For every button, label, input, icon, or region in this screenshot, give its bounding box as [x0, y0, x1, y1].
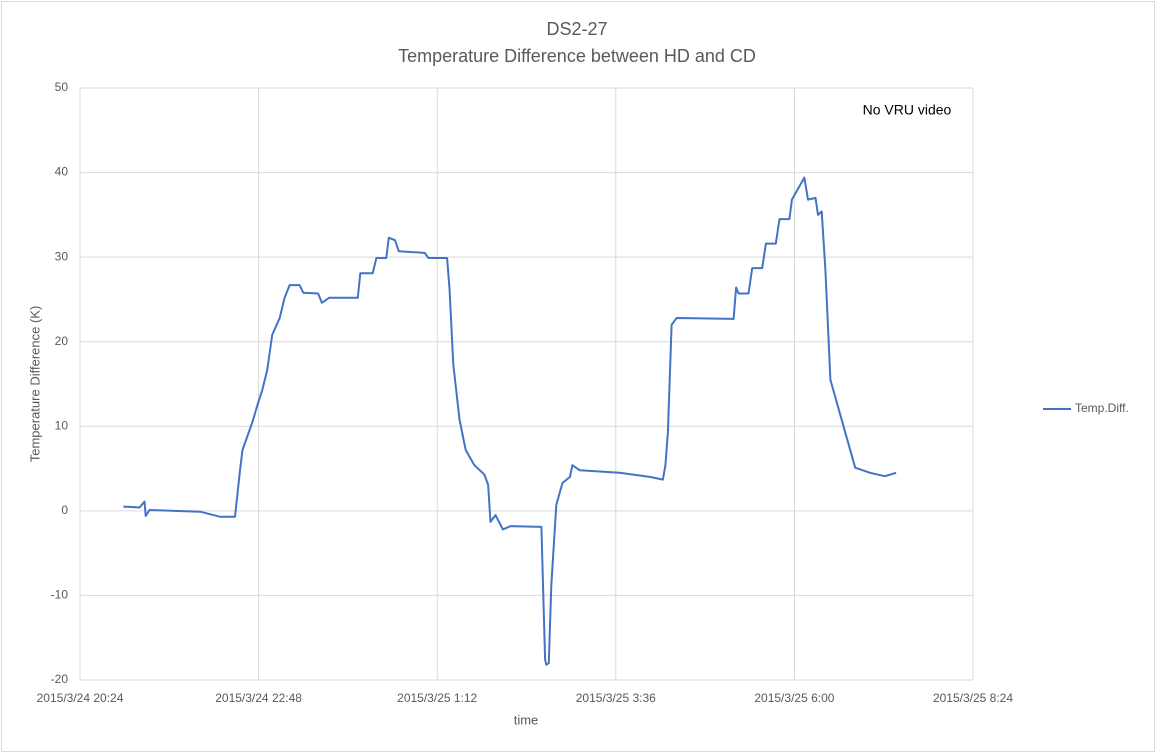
y-tick-label: 0 [61, 503, 68, 517]
y-tick-label: 20 [55, 334, 69, 348]
y-tick-label: -20 [51, 672, 69, 686]
y-tick-label: 30 [55, 249, 69, 263]
annotation: No VRU video [863, 102, 952, 118]
data-line [123, 176, 897, 666]
x-tick-label: 2015/3/24 22:48 [215, 691, 302, 705]
chart-title: DS2-27 [546, 19, 607, 39]
x-axis-title: time [514, 712, 539, 727]
x-tick-label: 2015/3/25 6:00 [754, 691, 834, 705]
x-tick-label: 2015/3/25 3:36 [576, 691, 656, 705]
y-tick-label: 40 [55, 165, 69, 179]
x-tick-label: 2015/3/25 1:12 [397, 691, 477, 705]
y-tick-label: 50 [55, 80, 69, 94]
chart-subtitle: Temperature Difference between HD and CD [398, 46, 756, 66]
x-tick-label: 2015/3/24 20:24 [37, 691, 124, 705]
y-axis-title: Temperature Difference (K) [27, 306, 42, 463]
legend-label: Temp.Diff. [1075, 401, 1129, 415]
y-tick-label: -10 [51, 588, 69, 602]
x-tick-label: 2015/3/25 8:24 [933, 691, 1013, 705]
y-tick-label: 10 [55, 418, 69, 432]
